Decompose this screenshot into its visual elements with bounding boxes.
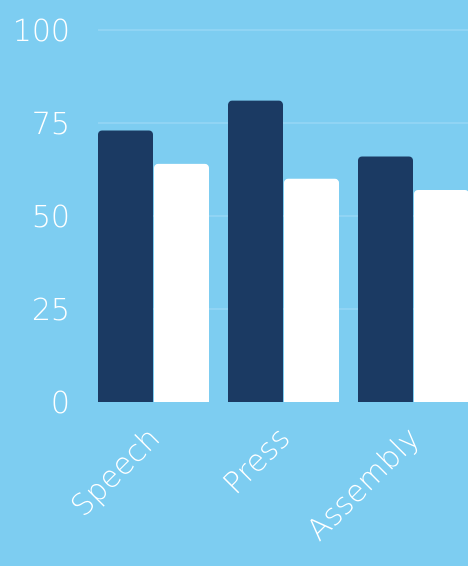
bar-base-press-series-2 [284, 396, 339, 402]
bars [98, 100, 468, 403]
bar-base-assembly-series-1 [358, 396, 413, 402]
x-tick-label: Assembly [300, 421, 427, 548]
bar-assembly-series-2 [414, 189, 468, 402]
x-tick-label: Speech [64, 421, 167, 524]
x-axis-ticks: Speech Press Assembly [64, 421, 427, 548]
bar-speech-series-1 [98, 130, 153, 402]
bar-base-speech-series-1 [98, 396, 153, 402]
bar-base-assembly-series-2 [414, 396, 468, 402]
bar-speech-series-2 [154, 163, 209, 402]
x-tick-label: Press [217, 421, 298, 502]
bar-base-speech-series-2 [154, 396, 209, 402]
bar-assembly-series-1 [358, 156, 413, 402]
y-tick-label: 75 [32, 107, 70, 142]
y-tick-label: 25 [32, 293, 70, 328]
bar-press-series-1 [228, 100, 283, 403]
y-tick-label: 100 [13, 14, 70, 49]
y-tick-label: 0 [51, 386, 70, 421]
bar-press-series-2 [284, 178, 339, 402]
y-tick-label: 50 [32, 200, 70, 235]
y-axis-ticks: 0 25 50 75 100 [13, 14, 70, 421]
bar-base-press-series-1 [228, 396, 283, 402]
